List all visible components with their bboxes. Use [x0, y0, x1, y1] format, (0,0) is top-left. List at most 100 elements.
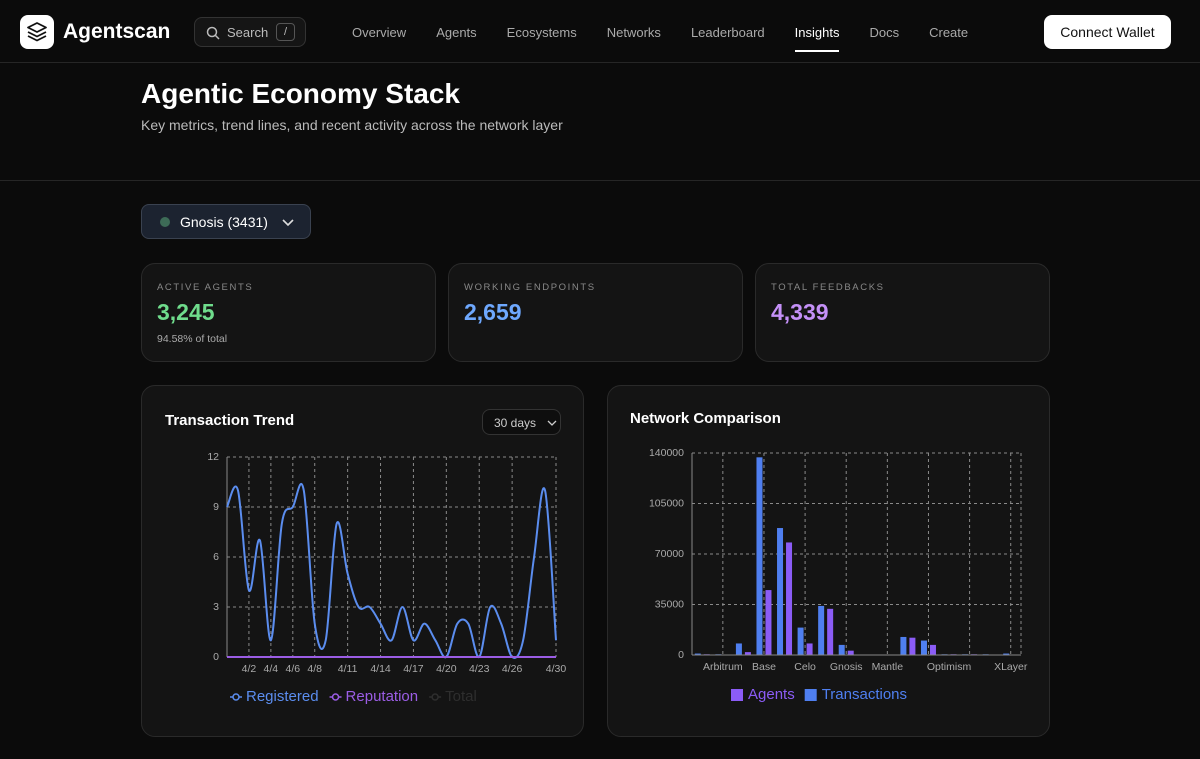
x-tick-label: 4/20: [436, 663, 457, 675]
bar: [777, 528, 784, 655]
comparison-card: [607, 385, 1050, 737]
y-tick-label: 70000: [655, 548, 684, 560]
y-tick-label: 140000: [649, 447, 684, 459]
y-tick-label: 0: [213, 651, 219, 663]
range-label: 30 days: [494, 416, 537, 430]
x-tick-label: XLayer: [994, 661, 1028, 673]
y-tick-label: 0: [678, 649, 684, 661]
network-icon: [160, 217, 170, 227]
nav-link[interactable]: Ecosystems: [506, 25, 577, 40]
nav-links: Overview Agents Ecosystems Networks Leaderbo…: [352, 25, 968, 52]
bar: [786, 542, 793, 655]
search-icon: [206, 26, 220, 40]
x-tick-label: 4/17: [403, 663, 424, 675]
brand[interactable]: Agentscan: [63, 20, 171, 43]
series-line: [226, 482, 557, 659]
x-tick-label: Gnosis: [830, 661, 863, 673]
x-tick-label: Celo: [794, 661, 816, 673]
nav-link[interactable]: Networks: [606, 25, 661, 40]
bar: [765, 590, 772, 655]
bar: [900, 636, 907, 655]
legend-marker: [232, 693, 240, 701]
x-tick-label: 4/8: [307, 663, 322, 675]
legend-marker: [431, 693, 439, 701]
stat-label: TOTAL FEEDBACKS: [771, 282, 885, 293]
network-name: Gnosis (3431): [180, 214, 268, 230]
nav-link[interactable]: Leaderboard: [690, 25, 765, 40]
stat-card: WORKING ENDPOINTS 2,659: [448, 263, 743, 362]
chevron: [547, 420, 557, 426]
x-tick-label: Mantle: [872, 661, 904, 673]
nav-link[interactable]: Create: [929, 25, 969, 40]
stat-value: 2,659: [464, 299, 522, 325]
legend-label: Reputation: [346, 688, 419, 705]
search-box[interactable]: Search /: [194, 17, 306, 47]
stat-card: TOTAL FEEDBACKS 4,339: [755, 263, 1050, 362]
bar: [694, 653, 701, 655]
bar: [818, 605, 825, 655]
y-tick-label: 12: [207, 451, 219, 463]
bar: [735, 643, 742, 655]
bar: [909, 637, 916, 655]
legend-marker: [331, 693, 340, 701]
stat-note: 94.58% of total: [157, 333, 228, 345]
nav-link[interactable]: Docs: [869, 25, 900, 40]
connect-wallet-button[interactable]: Connect Wallet: [1044, 15, 1171, 49]
bar: [756, 457, 763, 655]
divider: [0, 180, 1200, 181]
network-selector[interactable]: Gnosis (3431): [141, 204, 311, 239]
search-shortcut: /: [276, 23, 295, 41]
stat-value: 3,245: [157, 299, 215, 325]
x-tick-label: 4/11: [338, 663, 358, 675]
range-selector[interactable]: 30 days: [482, 409, 561, 435]
stat-card: ACTIVE AGENTS 3,245 94.58% of total: [141, 263, 436, 362]
y-tick-label: 9: [213, 501, 219, 513]
x-tick-label: 4/2: [242, 663, 257, 675]
chevron: [282, 219, 294, 227]
chart-title: Network Comparison: [630, 410, 781, 427]
y-tick-label: 6: [213, 551, 219, 563]
y-tick-label: 35000: [655, 598, 684, 610]
stat-label: WORKING ENDPOINTS: [464, 282, 596, 293]
x-tick-label: 4/6: [285, 663, 300, 675]
legend-swatch: [804, 689, 817, 701]
x-tick-label: Arbitrum: [703, 661, 743, 673]
legend-label: Transactions: [822, 686, 907, 703]
bar: [797, 627, 804, 655]
trend-card: 30 days: [141, 385, 584, 737]
bar: [929, 644, 936, 655]
x-tick-label: 4/4: [264, 663, 279, 675]
x-tick-label: 4/30: [546, 663, 567, 675]
nav-link[interactable]: Overview: [352, 25, 407, 40]
page-title: Agentic Economy Stack: [141, 78, 460, 109]
bar: [1003, 653, 1010, 655]
legend-swatch: [731, 689, 743, 701]
bar: [920, 640, 927, 655]
y-tick-label: 3: [213, 601, 219, 613]
stat-value: 4,339: [771, 299, 829, 325]
x-tick-label: 4/14: [370, 663, 391, 675]
legend-label: Total: [445, 688, 477, 705]
legend-label: Registered: [246, 688, 319, 705]
bar: [847, 650, 854, 655]
nav-link[interactable]: Agents: [436, 25, 477, 40]
x-tick-label: 4/23: [469, 663, 490, 675]
bar: [806, 643, 813, 655]
nav-bar: Agentscan Search / Overview Agents Ecosyst…: [0, 0, 1200, 63]
page-subtitle: Key metrics, trend lines, and recent act…: [141, 117, 563, 133]
x-tick-label: Base: [752, 661, 776, 673]
bar: [744, 652, 751, 655]
x-tick-label: 4/26: [502, 663, 523, 675]
bar: [827, 608, 834, 655]
x-tick-label: Optimism: [927, 661, 972, 673]
y-tick-label: 105000: [649, 497, 684, 509]
nav-link[interactable]: Insights: [794, 25, 840, 52]
stat-label: ACTIVE AGENTS: [157, 282, 254, 293]
logo[interactable]: [20, 15, 54, 49]
search-placeholder: Search: [227, 25, 269, 40]
chart-title: Transaction Trend: [165, 412, 294, 429]
logo-icon: [27, 22, 47, 42]
legend-label: Agents: [748, 686, 795, 703]
